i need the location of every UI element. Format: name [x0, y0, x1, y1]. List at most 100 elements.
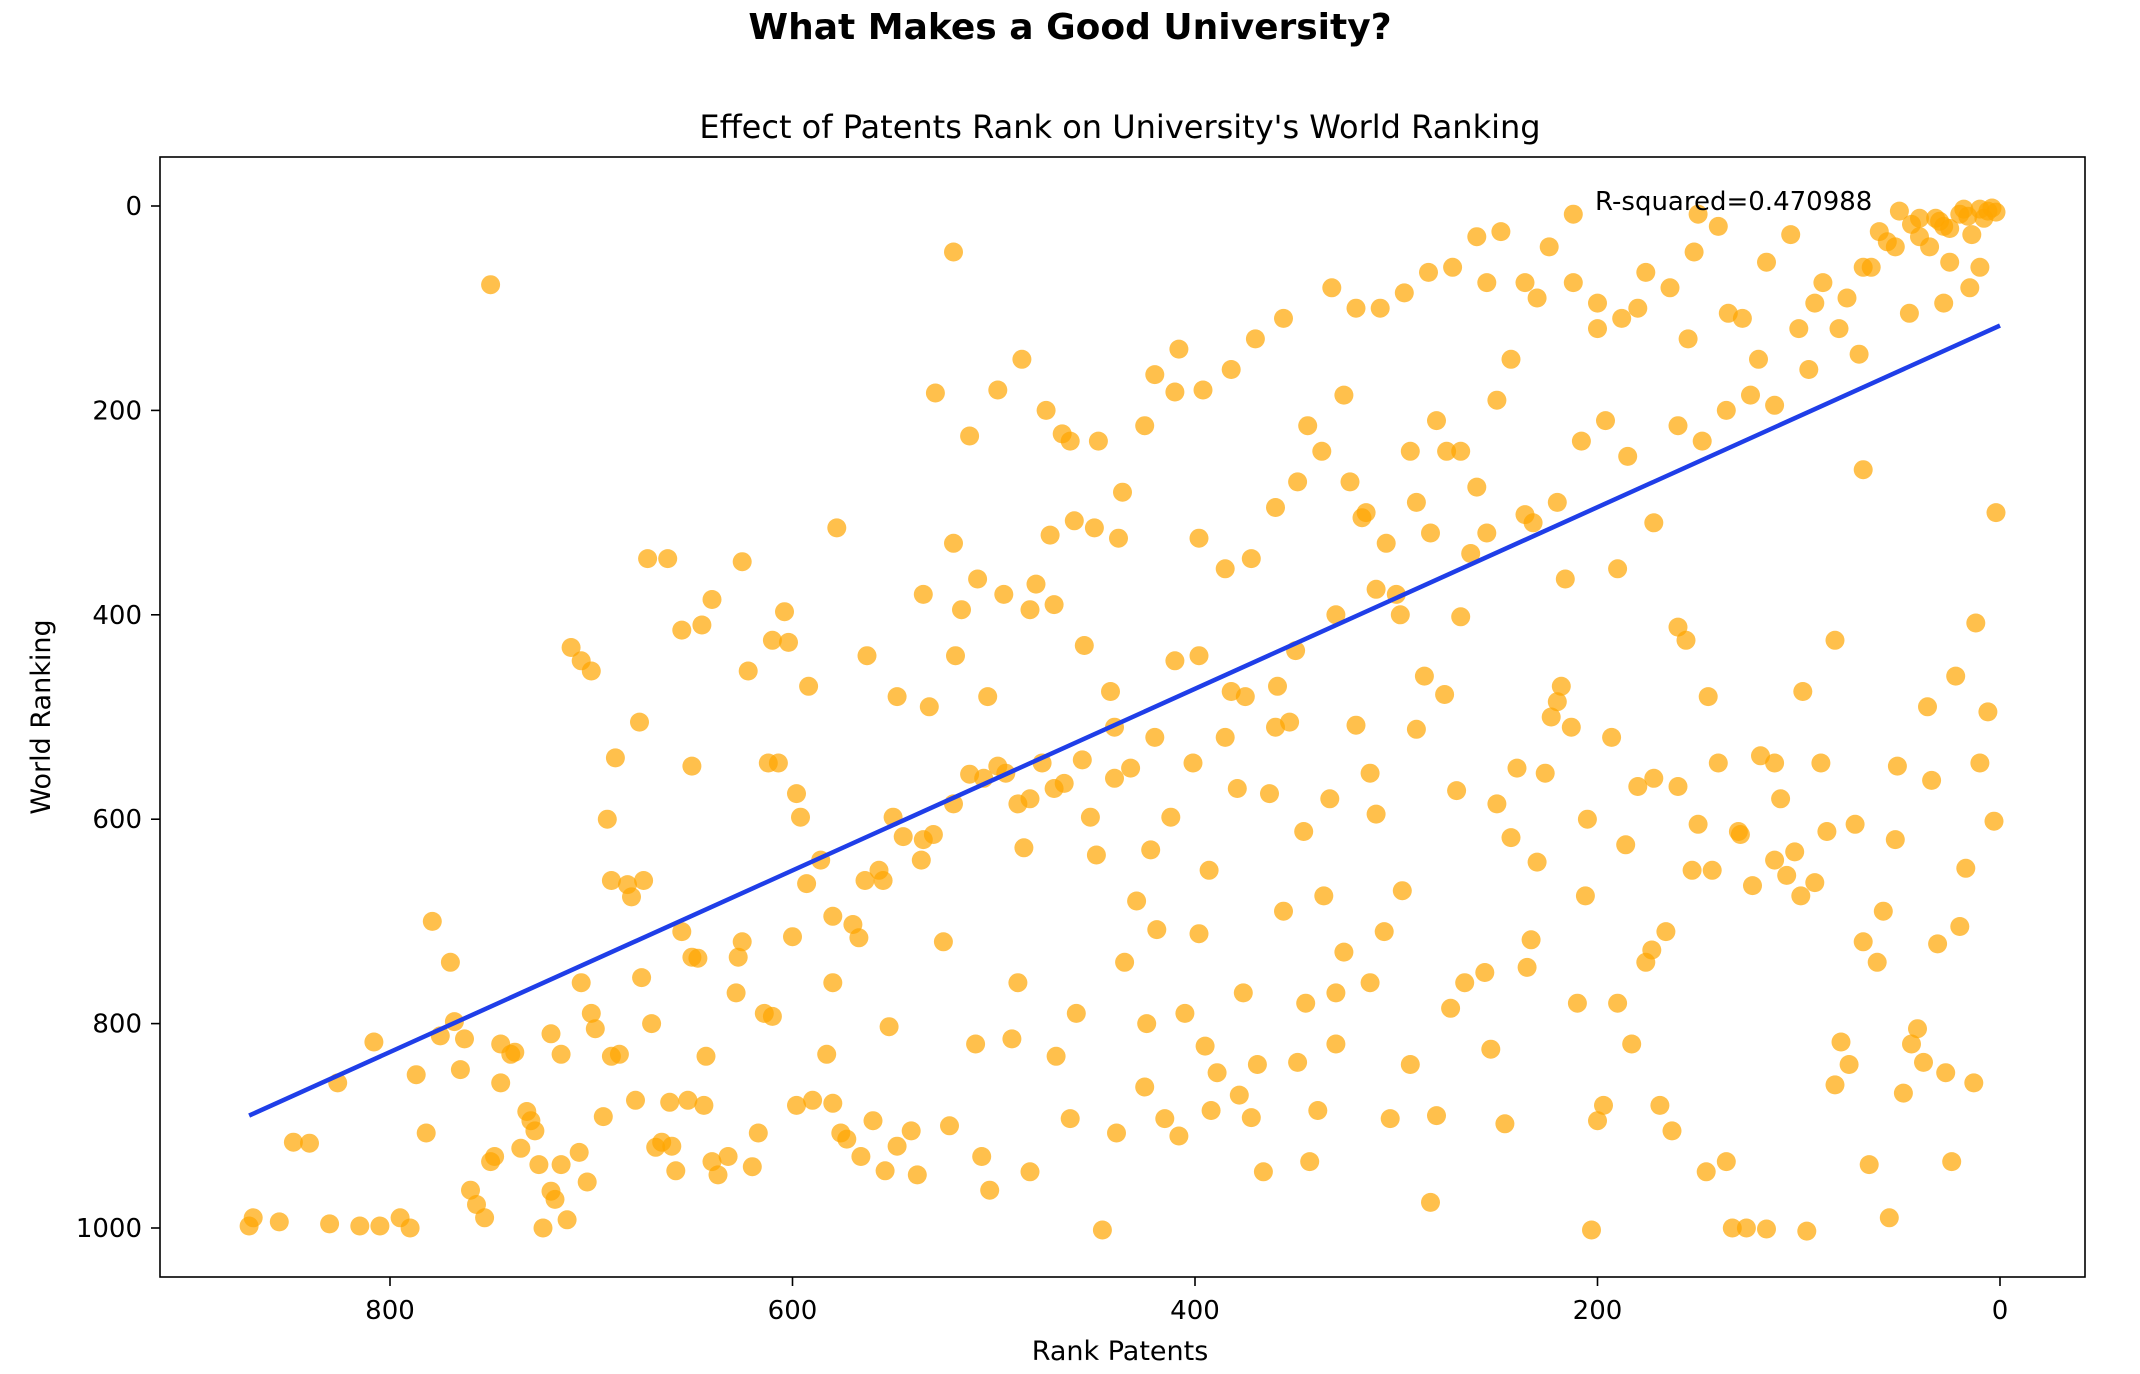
data-point: [1421, 524, 1440, 543]
data-point: [1743, 876, 1762, 895]
data-point: [1811, 754, 1830, 773]
data-point: [1314, 886, 1333, 905]
data-point: [1966, 614, 1985, 633]
data-point: [1216, 559, 1235, 578]
data-point: [920, 697, 939, 716]
data-point: [1757, 253, 1776, 272]
data-point: [827, 518, 846, 537]
data-point: [634, 871, 653, 890]
data-point: [350, 1217, 369, 1236]
data-point: [552, 1045, 571, 1064]
data-point: [1749, 350, 1768, 369]
data-point: [534, 1219, 553, 1238]
data-point: [1002, 1029, 1021, 1048]
data-point: [1528, 289, 1547, 308]
data-point: [481, 275, 500, 294]
data-point: [1266, 498, 1285, 517]
data-point: [320, 1214, 339, 1233]
data-point: [1608, 559, 1627, 578]
data-point: [1568, 994, 1587, 1013]
data-point: [960, 427, 979, 446]
data-point: [1612, 309, 1631, 328]
data-point: [1435, 685, 1454, 704]
data-point: [823, 973, 842, 992]
data-point: [610, 1045, 629, 1064]
data-point: [1326, 1035, 1345, 1054]
data-point: [1602, 728, 1621, 747]
data-point: [1964, 1073, 1983, 1092]
data-point: [626, 1091, 645, 1110]
data-point: [1757, 1220, 1776, 1239]
data-point: [966, 1035, 985, 1054]
data-point: [1487, 391, 1506, 410]
data-point: [799, 677, 818, 696]
data-point: [1419, 263, 1438, 282]
data-point: [1920, 237, 1939, 256]
data-point: [1101, 682, 1120, 701]
data-point: [1367, 805, 1386, 824]
data-point: [1588, 294, 1607, 313]
data-point: [1481, 1040, 1500, 1059]
data-point: [1922, 771, 1941, 790]
y-tick-label: 200: [92, 396, 142, 426]
data-point: [1155, 1109, 1174, 1128]
data-point: [1817, 822, 1836, 841]
data-point: [1407, 720, 1426, 739]
data-point: [1683, 861, 1702, 880]
data-point: [837, 1130, 856, 1149]
data-point: [697, 1047, 716, 1066]
data-point: [1669, 618, 1688, 637]
data-point: [1636, 263, 1655, 282]
data-point: [521, 1111, 540, 1130]
data-point: [1622, 1035, 1641, 1054]
data-point: [1105, 769, 1124, 788]
data-point: [1826, 631, 1845, 650]
data-point: [1196, 1037, 1215, 1056]
data-point: [1536, 764, 1555, 783]
data-point: [1860, 1155, 1879, 1174]
data-point: [558, 1210, 577, 1229]
data-point: [1135, 1078, 1154, 1097]
data-point: [1236, 687, 1255, 706]
data-point: [1161, 808, 1180, 827]
regression-line: [249, 326, 2000, 1116]
data-point: [787, 784, 806, 803]
data-point: [1799, 360, 1818, 379]
data-point: [1805, 873, 1824, 892]
data-point: [1717, 401, 1736, 420]
data-point: [940, 1116, 959, 1135]
data-point: [851, 1147, 870, 1166]
data-point: [1421, 1193, 1440, 1212]
data-point: [791, 808, 810, 827]
data-point: [582, 662, 601, 681]
data-point: [1208, 1063, 1227, 1082]
data-point: [1908, 1019, 1927, 1038]
data-point: [632, 968, 651, 987]
data-point: [546, 1190, 565, 1209]
data-point: [1391, 605, 1410, 624]
data-point: [1960, 278, 1979, 297]
data-point: [1113, 483, 1132, 502]
data-point: [817, 1045, 836, 1064]
data-point: [1650, 1096, 1669, 1115]
data-point: [1200, 861, 1219, 880]
data-point: [1260, 784, 1279, 803]
data-point: [743, 1157, 762, 1176]
r-squared-annotation: R-squared=0.470988: [1595, 187, 1872, 217]
data-point: [1826, 1075, 1845, 1094]
data-point: [994, 585, 1013, 604]
data-point: [642, 1014, 661, 1033]
data-point: [1765, 396, 1784, 415]
data-point: [694, 1096, 713, 1115]
data-point: [944, 243, 963, 262]
data-point: [578, 1173, 597, 1192]
data-point: [1685, 243, 1704, 262]
data-point: [552, 1155, 571, 1174]
data-point: [270, 1212, 289, 1231]
data-point: [1361, 973, 1380, 992]
data-point: [423, 912, 442, 931]
data-point: [864, 1111, 883, 1130]
data-point: [980, 1181, 999, 1200]
data-point: [1455, 973, 1474, 992]
